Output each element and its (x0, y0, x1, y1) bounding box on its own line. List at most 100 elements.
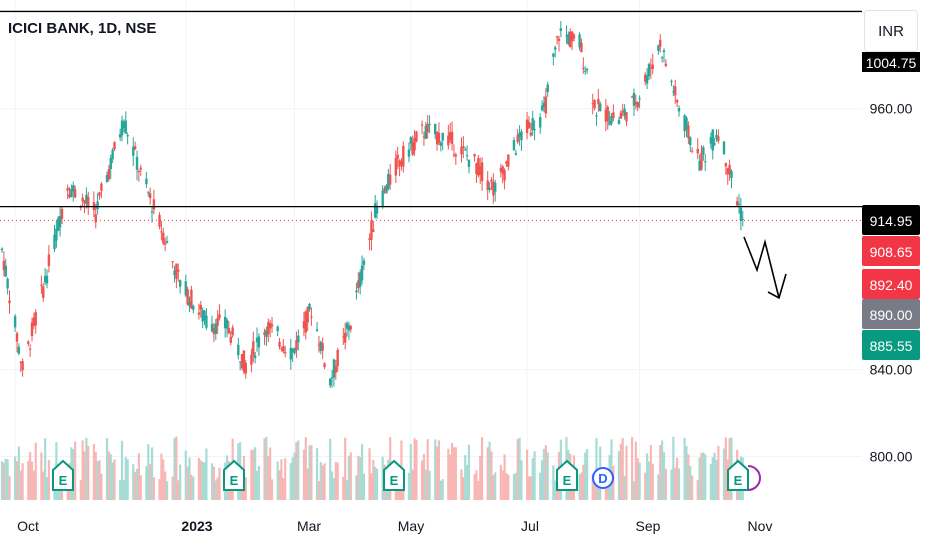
volume-bar (407, 472, 411, 500)
candle (546, 81, 549, 97)
grid (0, 0, 862, 500)
candle (152, 189, 156, 215)
candle-body (372, 229, 375, 232)
open-price-badge: 885.55 (862, 330, 920, 360)
candle (672, 85, 675, 97)
earnings-label: E (230, 473, 239, 488)
candle (698, 154, 701, 172)
candle (349, 324, 353, 333)
volume-bar (464, 455, 467, 500)
candle-body (595, 115, 598, 117)
volume-bar (276, 461, 279, 500)
volume-bar (533, 451, 536, 500)
candle-body (503, 170, 506, 181)
candle (265, 326, 268, 346)
volume-bar (434, 439, 437, 500)
candle (441, 132, 444, 151)
candle-body (321, 343, 324, 351)
candle-body (370, 220, 373, 240)
candle-body (433, 123, 437, 135)
price-badge-bg (862, 52, 920, 72)
candle (240, 353, 244, 371)
volume-bar (85, 437, 88, 500)
candle-body (467, 159, 471, 167)
candle-body (304, 311, 308, 333)
candle (225, 317, 229, 338)
candle (355, 282, 358, 300)
volume-bar (132, 464, 135, 500)
candle (81, 193, 84, 208)
low-price-badge: 892.40 (862, 269, 920, 299)
candle (730, 169, 733, 189)
volume-bar (360, 444, 364, 500)
volume-bar (293, 452, 296, 500)
candle-body (660, 57, 664, 59)
volume-bars (0, 436, 744, 500)
candle-body (717, 136, 720, 142)
candle (647, 62, 651, 81)
candle-body (617, 119, 621, 124)
volume-bar (6, 459, 9, 500)
candle-body (184, 281, 187, 296)
candle-body (190, 289, 193, 309)
candle (584, 66, 587, 75)
candle (426, 114, 429, 139)
candle (516, 129, 519, 145)
candle (13, 314, 17, 332)
candle-body (28, 348, 32, 350)
volume-bar (657, 474, 660, 500)
volume-bar (683, 437, 686, 500)
candle (711, 129, 714, 160)
volume-bar (437, 440, 441, 500)
candle-body (687, 125, 690, 139)
candle (687, 121, 690, 145)
candle-body (597, 99, 600, 105)
volume-bar (492, 475, 495, 500)
candle-body (674, 86, 677, 96)
candle (227, 321, 231, 335)
candle-body (250, 354, 253, 365)
candle (178, 279, 182, 294)
candle-body (582, 68, 585, 70)
candle-body (542, 102, 546, 108)
volume-bar (304, 437, 307, 500)
candle (585, 67, 589, 74)
candle-body (357, 280, 360, 289)
volume-bar (289, 463, 292, 500)
price-badges: 1004.75 914.95 908.65 892.40 890.00 885.55 (862, 52, 920, 360)
candle (184, 274, 187, 297)
candle (578, 32, 581, 51)
volume-bar (687, 454, 690, 500)
candle-body (420, 124, 424, 126)
candle-body (649, 67, 653, 69)
drawn-lines (0, 10, 862, 221)
volume-bar (334, 461, 337, 500)
candle (283, 345, 287, 358)
candle (664, 59, 668, 68)
candle-body (527, 121, 531, 129)
volume-bar (597, 480, 600, 500)
candle-body (529, 132, 533, 136)
candle-body (120, 120, 124, 136)
candle-body (186, 289, 189, 305)
candle (557, 35, 561, 52)
candle-body (501, 166, 504, 174)
volume-bar (137, 453, 140, 500)
candle-body (555, 36, 559, 38)
candle (420, 120, 424, 135)
volume-bar (280, 459, 283, 500)
dividend-circle (592, 467, 614, 489)
currency-button[interactable]: INR (864, 10, 918, 52)
candle-body (638, 98, 641, 100)
volume-bar (98, 460, 101, 500)
candle-body (387, 173, 390, 189)
candle (173, 265, 176, 283)
x-tick-label: Oct (17, 518, 39, 534)
candle-body (533, 129, 536, 131)
volume-bar (518, 437, 521, 500)
candle-body (424, 125, 428, 139)
volume-bar (254, 447, 257, 500)
candle-body (411, 142, 414, 155)
volume-bar (499, 464, 502, 500)
